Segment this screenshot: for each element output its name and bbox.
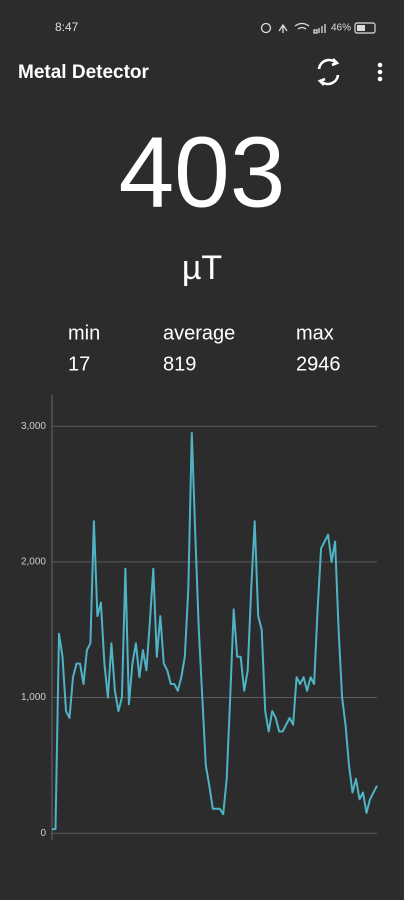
status-battery: 46% [331,23,351,34]
refresh-button[interactable] [317,58,340,86]
stat-value: 2946 [296,353,341,375]
stat-label: min [68,322,100,344]
y-tick-label: 2,000 [21,557,46,568]
y-tick-label: 1,000 [21,692,46,703]
reading-unit: µT [182,249,222,287]
stat-value: 819 [163,353,196,375]
reading-value: 403 [119,116,286,228]
app-title: Metal Detector [18,62,150,83]
battery-icon [354,22,376,34]
y-tick-label: 3,000 [21,421,46,432]
stat-label: max [296,322,334,344]
y-tick-label: 0 [40,828,46,839]
stat-value: 17 [68,353,90,375]
status-time: 8:47 [55,20,79,34]
chart: 0 1,000 2,000 3,000 [21,395,378,840]
stat-label: average [163,322,235,344]
data-line [52,432,378,831]
battery-level [357,25,365,31]
status-icons [260,22,326,34]
menu-button[interactable] [377,62,383,82]
